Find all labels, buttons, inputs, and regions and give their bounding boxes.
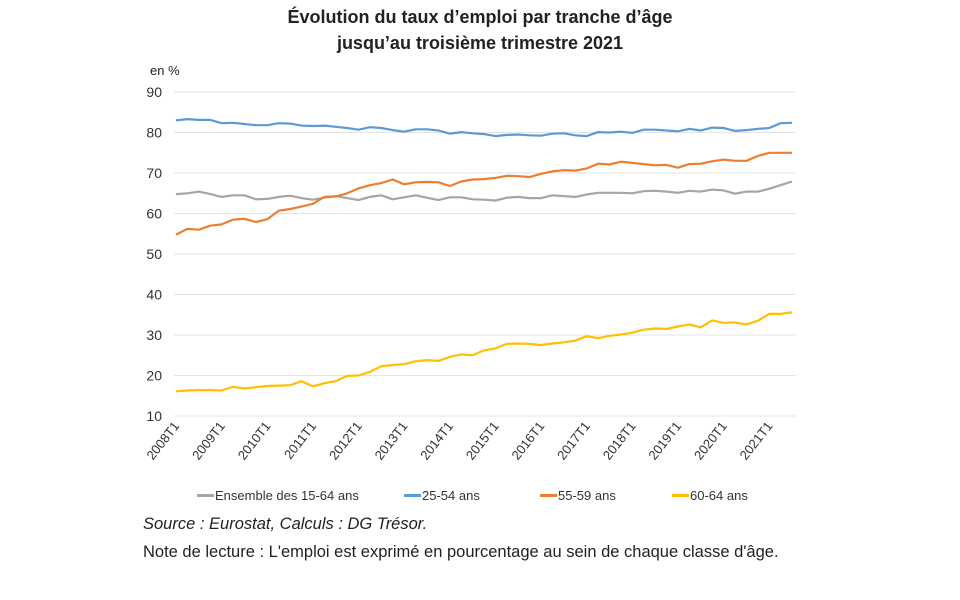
legend-item-60-64: 60-64 ans [672,488,748,503]
legend-item-25-54: 25-54 ans [404,488,480,503]
y-tick-label: 60 [146,206,162,222]
x-tick-label: 2014T1 [417,419,456,463]
series-line-55-59-ans [175,151,792,236]
y-tick-label: 90 [146,84,162,100]
legend-item-ensemble: Ensemble des 15-64 ans [197,488,359,503]
x-tick-label: 2016T1 [508,419,547,463]
source-text: Source : Eurostat, Calculs : DG Trésor. [143,515,428,533]
y-axis-unit-label: en % [150,63,180,78]
legend-swatch [404,494,421,497]
y-tick-label: 10 [146,408,162,424]
x-tick-label: 2009T1 [189,419,228,463]
reading-note: Note de lecture : L'emploi est exprimé e… [143,543,779,561]
chart-title-line-1: Évolution du taux d’emploi par tranche d… [287,7,673,27]
y-tick-label: 40 [146,287,162,303]
x-tick-label: 2011T1 [281,419,319,462]
x-tick-label: 2020T1 [691,419,730,463]
x-tick-label: 2008T1 [143,419,182,463]
legend-label: Ensemble des 15-64 ans [215,488,359,503]
legend-item-55-59: 55-59 ans [540,488,616,503]
line-chart: en % 10 20 30 40 50 60 70 80 90 2008T1 2009T1 2010T1… [143,63,796,463]
x-tick-label: 2018T1 [600,419,639,463]
x-tick-label: 2019T1 [645,419,684,463]
legend-label: 55-59 ans [558,488,616,503]
legend-swatch [197,494,214,497]
legend-swatch [672,494,689,497]
series-line-25-54-ans [175,117,793,138]
legend-label: 60-64 ans [690,488,748,503]
x-tick-label: 2012T1 [326,419,365,463]
x-tick-label: 2013T1 [372,419,411,463]
y-tick-label: 50 [146,246,162,262]
legend-swatch [540,494,557,497]
chart-title-line-2: jusqu’au troisième trimestre 2021 [336,33,624,53]
y-tick-label: 70 [146,165,162,181]
x-tick-label: 2010T1 [235,419,274,463]
series-line-ensemble-des-15-64-ans [175,180,793,202]
x-tick-label: 2015T1 [463,419,502,463]
y-tick-label: 80 [146,125,162,141]
legend-label: 25-54 ans [422,488,480,503]
y-tick-label: 30 [146,327,162,343]
x-tick-label: 2017T1 [554,419,593,463]
y-tick-label: 20 [146,368,162,384]
x-tick-label: 2021T1 [737,419,776,463]
series-line-60-64-ans [175,311,793,393]
